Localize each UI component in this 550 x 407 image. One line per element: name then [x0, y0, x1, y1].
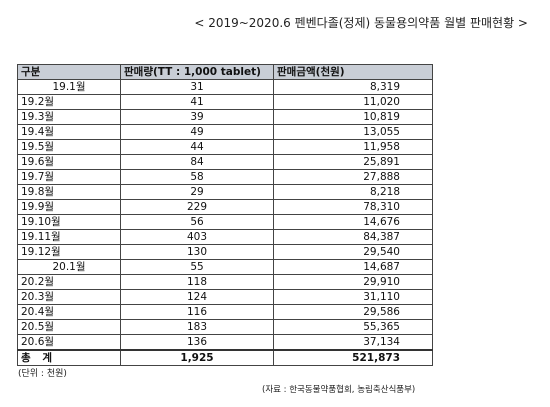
row-month: 19.5월: [17, 139, 121, 155]
row-quantity: 124: [120, 289, 274, 305]
row-quantity: 130: [120, 244, 274, 260]
total-quantity: 1,925: [120, 349, 274, 366]
table-row: 20.3월 124 31,110: [17, 289, 433, 305]
sales-table: 구분 판매량(TT : 1,000 tablet) 판매금액(천원) 19.1월…: [17, 64, 433, 366]
total-amount: 521,873: [273, 349, 433, 366]
row-quantity: 39: [120, 109, 274, 125]
row-amount: 8,218: [273, 184, 433, 200]
table-row: 20.1월 55 14,687: [17, 259, 433, 275]
table-row: 19.2월 41 11,020: [17, 94, 433, 110]
total-label: 총 계: [17, 349, 121, 366]
row-amount: 13,055: [273, 124, 433, 140]
header-category: 구분: [17, 64, 121, 80]
row-amount: 29,910: [273, 274, 433, 290]
row-amount: 11,958: [273, 139, 433, 155]
row-amount: 55,365: [273, 319, 433, 335]
table-row: 19.10월 56 14,676: [17, 214, 433, 230]
row-quantity: 118: [120, 274, 274, 290]
row-quantity: 116: [120, 304, 274, 320]
row-quantity: 49: [120, 124, 274, 140]
table-row: 20.5월 183 55,365: [17, 319, 433, 335]
row-month: 20.1월: [17, 259, 121, 275]
table-row: 20.4월 116 29,586: [17, 304, 433, 320]
table-row: 19.6월 84 25,891: [17, 154, 433, 170]
row-quantity: 183: [120, 319, 274, 335]
row-month: 19.3월: [17, 109, 121, 125]
row-quantity: 84: [120, 154, 274, 170]
row-month: 19.8월: [17, 184, 121, 200]
table-row: 19.3월 39 10,819: [17, 109, 433, 125]
unit-note: (단위 : 천원): [18, 369, 67, 379]
row-month: 20.4월: [17, 304, 121, 320]
table-row: 19.12월 130 29,540: [17, 244, 433, 260]
row-amount: 29,540: [273, 244, 433, 260]
table-row: 19.5월 44 11,958: [17, 139, 433, 155]
row-quantity: 136: [120, 334, 274, 351]
row-quantity: 229: [120, 199, 274, 215]
table-row: 19.9월 229 78,310: [17, 199, 433, 215]
document-title: < 2019~2020.6 펜벤다졸(정제) 동물용의약품 월별 판매현황 >: [194, 16, 528, 30]
row-month: 19.2월: [17, 94, 121, 110]
row-month: 19.4월: [17, 124, 121, 140]
row-quantity: 29: [120, 184, 274, 200]
row-quantity: 403: [120, 229, 274, 245]
header-quantity: 판매량(TT : 1,000 tablet): [120, 64, 274, 80]
row-amount: 29,586: [273, 304, 433, 320]
row-month: 20.5월: [17, 319, 121, 335]
row-quantity: 55: [120, 259, 274, 275]
source-note: (자료 : 한국동물약품협회, 농림축산식품부): [262, 385, 416, 395]
table-row: 19.8월 29 8,218: [17, 184, 433, 200]
row-quantity: 58: [120, 169, 274, 185]
row-month: 19.10월: [17, 214, 121, 230]
row-month: 19.7월: [17, 169, 121, 185]
row-amount: 14,676: [273, 214, 433, 230]
table-row: 19.4월 49 13,055: [17, 124, 433, 140]
row-month: 20.2월: [17, 274, 121, 290]
row-amount: 14,687: [273, 259, 433, 275]
row-amount: 11,020: [273, 94, 433, 110]
row-amount: 37,134: [273, 334, 433, 351]
table-row: 19.1월 31 8,319: [17, 79, 433, 95]
row-month: 20.6월: [17, 334, 121, 351]
table-row: 20.6월 136 37,134: [17, 334, 433, 351]
row-amount: 78,310: [273, 199, 433, 215]
table-row: 20.2월 118 29,910: [17, 274, 433, 290]
row-quantity: 31: [120, 79, 274, 95]
row-amount: 27,888: [273, 169, 433, 185]
row-month: 19.6월: [17, 154, 121, 170]
row-amount: 10,819: [273, 109, 433, 125]
table-row: 19.7월 58 27,888: [17, 169, 433, 185]
row-month: 19.9월: [17, 199, 121, 215]
table-header-row: 구분 판매량(TT : 1,000 tablet) 판매금액(천원): [17, 64, 433, 80]
row-quantity: 56: [120, 214, 274, 230]
header-amount: 판매금액(천원): [273, 64, 433, 80]
row-amount: 8,319: [273, 79, 433, 95]
row-month: 20.3월: [17, 289, 121, 305]
row-quantity: 41: [120, 94, 274, 110]
row-amount: 31,110: [273, 289, 433, 305]
table-row: 19.11월 403 84,387: [17, 229, 433, 245]
row-month: 19.1월: [17, 79, 121, 95]
row-amount: 25,891: [273, 154, 433, 170]
table-body: 19.1월 31 8,319 19.2월 41 11,020 19.3월 39 10,819 19…: [17, 79, 433, 351]
row-amount: 84,387: [273, 229, 433, 245]
row-month: 19.12월: [17, 244, 121, 260]
total-row: 총 계 1,925 521,873: [17, 349, 433, 366]
row-quantity: 44: [120, 139, 274, 155]
row-month: 19.11월: [17, 229, 121, 245]
